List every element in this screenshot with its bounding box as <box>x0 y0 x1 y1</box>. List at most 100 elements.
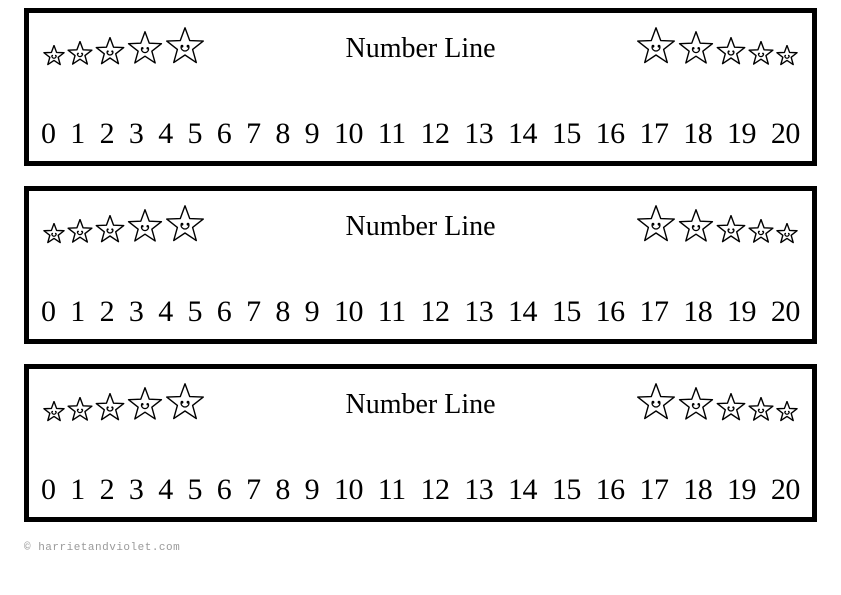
star-icon <box>127 387 163 428</box>
card-title: Number Line <box>345 33 495 65</box>
number-value: 11 <box>378 117 406 151</box>
number-value: 13 <box>464 295 493 329</box>
number-value: 2 <box>100 473 115 507</box>
star-icon <box>748 219 774 250</box>
star-icon <box>748 397 774 428</box>
number-value: 6 <box>217 473 232 507</box>
number-value: 14 <box>508 295 537 329</box>
number-value: 18 <box>683 473 712 507</box>
number-value: 7 <box>246 117 261 151</box>
star-icon <box>165 205 205 250</box>
star-icon <box>127 209 163 250</box>
number-value: 5 <box>187 295 202 329</box>
number-value: 16 <box>596 295 625 329</box>
star-icon <box>716 393 746 428</box>
star-icon <box>636 383 676 428</box>
number-value: 17 <box>639 473 668 507</box>
number-value: 3 <box>129 473 144 507</box>
star-icon <box>67 397 93 428</box>
number-value: 1 <box>70 117 85 151</box>
number-value: 5 <box>187 473 202 507</box>
number-value: 3 <box>129 117 144 151</box>
number-value: 20 <box>771 295 800 329</box>
number-value: 4 <box>158 295 173 329</box>
star-cluster-right <box>636 19 798 72</box>
number-line: 01234567891011121314151617181920 <box>39 473 802 509</box>
card-title: Number Line <box>345 389 495 421</box>
star-icon <box>67 219 93 250</box>
card-header: Number Line <box>39 375 802 435</box>
star-cluster-left <box>43 197 205 250</box>
number-value: 7 <box>246 295 261 329</box>
number-value: 17 <box>639 295 668 329</box>
number-value: 0 <box>41 117 56 151</box>
number-value: 20 <box>771 473 800 507</box>
number-value: 20 <box>771 117 800 151</box>
number-value: 14 <box>508 117 537 151</box>
number-value: 0 <box>41 295 56 329</box>
number-value: 10 <box>334 117 363 151</box>
number-value: 17 <box>639 117 668 151</box>
number-line-card: Number Line 0123456789101112131415161718… <box>24 364 817 522</box>
star-icon <box>43 401 65 428</box>
number-line-card: Number Line 0123456789101112131415161718… <box>24 8 817 166</box>
star-cluster-right <box>636 375 798 428</box>
number-line: 01234567891011121314151617181920 <box>39 295 802 331</box>
number-value: 11 <box>378 473 406 507</box>
number-value: 6 <box>217 117 232 151</box>
star-cluster-right <box>636 197 798 250</box>
number-value: 12 <box>420 295 449 329</box>
star-icon <box>95 215 125 250</box>
star-icon <box>95 393 125 428</box>
number-value: 16 <box>596 473 625 507</box>
number-value: 18 <box>683 117 712 151</box>
number-value: 12 <box>420 473 449 507</box>
number-line-card: Number Line 0123456789101112131415161718… <box>24 186 817 344</box>
card-header: Number Line <box>39 19 802 79</box>
number-value: 4 <box>158 473 173 507</box>
star-icon <box>127 31 163 72</box>
star-icon <box>748 41 774 72</box>
number-value: 9 <box>305 473 320 507</box>
star-icon <box>636 205 676 250</box>
number-value: 8 <box>275 295 290 329</box>
number-value: 10 <box>334 473 363 507</box>
star-icon <box>678 209 714 250</box>
star-icon <box>716 37 746 72</box>
number-value: 3 <box>129 295 144 329</box>
star-cluster-left <box>43 19 205 72</box>
star-icon <box>165 383 205 428</box>
number-value: 16 <box>596 117 625 151</box>
number-value: 13 <box>464 473 493 507</box>
number-value: 2 <box>100 295 115 329</box>
star-icon <box>678 31 714 72</box>
number-line: 01234567891011121314151617181920 <box>39 117 802 153</box>
star-icon <box>776 45 798 72</box>
number-value: 4 <box>158 117 173 151</box>
number-value: 15 <box>552 117 581 151</box>
card-title: Number Line <box>345 211 495 243</box>
card-header: Number Line <box>39 197 802 257</box>
number-value: 15 <box>552 473 581 507</box>
number-value: 1 <box>70 473 85 507</box>
star-icon <box>67 41 93 72</box>
footer-credit: © harrietandviolet.com <box>24 542 817 554</box>
number-value: 2 <box>100 117 115 151</box>
number-value: 9 <box>305 295 320 329</box>
star-icon <box>165 27 205 72</box>
star-icon <box>43 223 65 250</box>
number-value: 12 <box>420 117 449 151</box>
number-value: 13 <box>464 117 493 151</box>
number-value: 15 <box>552 295 581 329</box>
number-value: 0 <box>41 473 56 507</box>
number-value: 1 <box>70 295 85 329</box>
number-value: 10 <box>334 295 363 329</box>
star-icon <box>776 401 798 428</box>
number-value: 18 <box>683 295 712 329</box>
number-value: 8 <box>275 117 290 151</box>
number-value: 5 <box>187 117 202 151</box>
star-icon <box>678 387 714 428</box>
star-icon <box>95 37 125 72</box>
number-value: 19 <box>727 473 756 507</box>
number-value: 19 <box>727 295 756 329</box>
